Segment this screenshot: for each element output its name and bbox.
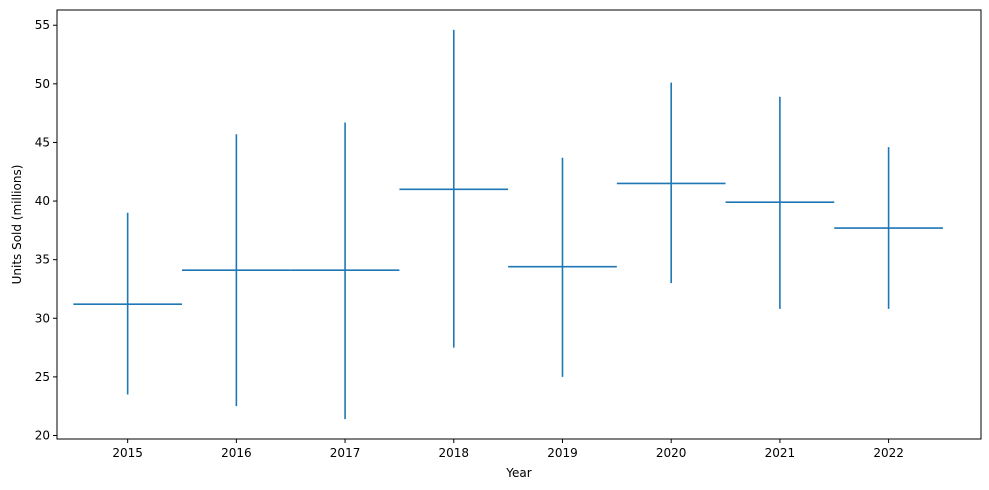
data-marks xyxy=(73,29,943,420)
x-tick-label: 2015 xyxy=(112,446,143,460)
y-tick-label: 50 xyxy=(35,77,50,91)
y-axis-ticks: 20 25 30 35 40 45 50 55 xyxy=(35,18,57,442)
error-cross-2021 xyxy=(725,96,835,309)
error-cross-2022 xyxy=(834,147,943,309)
x-axis-title: Year xyxy=(505,466,531,480)
error-cross-2016 xyxy=(182,134,291,407)
error-cross-2015 xyxy=(73,212,183,395)
error-cross-2018 xyxy=(399,29,509,348)
y-tick-label: 55 xyxy=(35,18,50,32)
error-cross-2020 xyxy=(616,82,726,284)
y-tick-label: 30 xyxy=(35,311,50,325)
x-tick-label: 2020 xyxy=(656,446,687,460)
error-cross-2017 xyxy=(290,122,400,420)
y-tick-label: 35 xyxy=(35,253,50,267)
plot-frame xyxy=(56,9,982,440)
x-tick-label: 2019 xyxy=(547,446,578,460)
y-tick-label: 20 xyxy=(35,428,50,442)
y-tick-label: 45 xyxy=(35,135,50,149)
x-tick-label: 2016 xyxy=(221,446,252,460)
x-tick-label: 2021 xyxy=(765,446,796,460)
x-axis-ticks: 2015 2016 2017 2018 2019 2020 2021 2022 xyxy=(112,439,904,460)
x-tick-label: 2022 xyxy=(873,446,904,460)
y-axis-title: Units Sold (millions) xyxy=(10,165,24,285)
y-tick-label: 25 xyxy=(35,370,50,384)
plot-background xyxy=(57,10,981,439)
x-tick-label: 2018 xyxy=(439,446,470,460)
x-tick-label: 2017 xyxy=(330,446,361,460)
error-cross-2019 xyxy=(508,157,617,377)
y-tick-label: 40 xyxy=(35,194,50,208)
